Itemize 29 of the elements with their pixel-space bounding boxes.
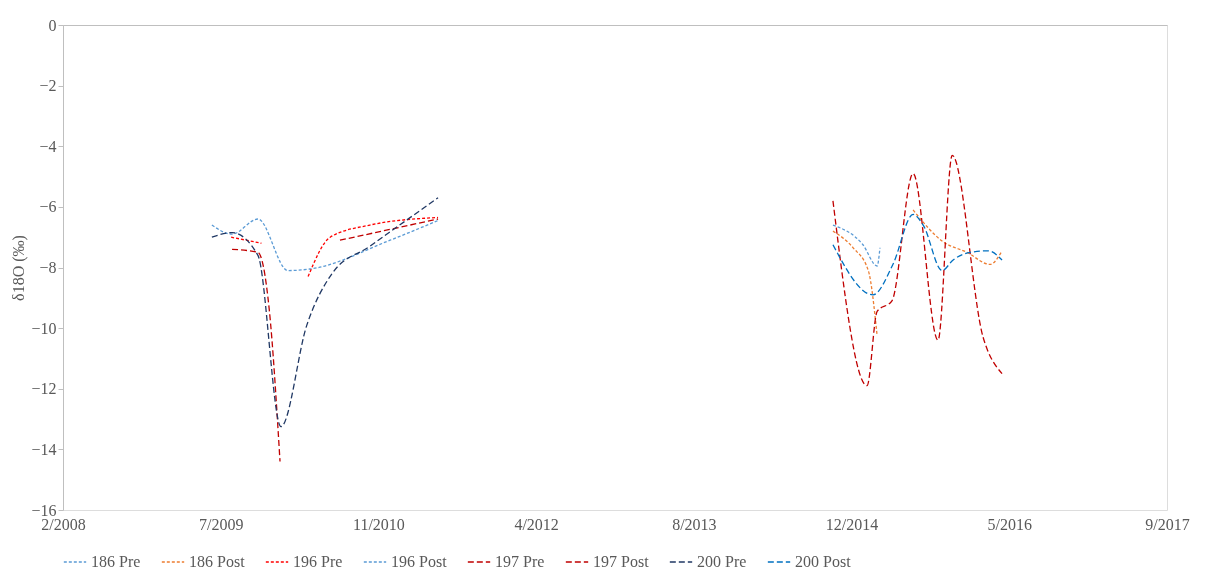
x-tick-label: 11/2010 [353,515,405,533]
x-tick-label: 5/2016 [987,515,1033,533]
y-tick-label: −14 [31,440,57,458]
y-axis-title: δ18O (‰) [10,235,29,301]
line-series [211,218,439,272]
legend-label: 196 Post [391,553,448,570]
y-tick-label: −6 [39,198,57,216]
x-tick-label: 7/2009 [198,515,244,533]
line-series [832,213,1003,296]
y-tick-label: −2 [39,77,57,95]
line-series [832,154,1003,387]
y-tick-label: −4 [39,137,57,155]
y-tick-label: −10 [31,319,57,337]
x-tick-label: 8/2013 [672,515,717,533]
legend-label: 186 Post [189,553,246,570]
legend-label: 186 Pre [91,553,141,570]
legend-label: 197 Pre [495,553,545,570]
y-tick-label: −12 [31,380,57,398]
line-series [832,224,881,267]
x-tick-label: 12/2014 [825,515,879,533]
x-tick-label: 9/2017 [1145,515,1190,533]
legend-label: 197 Post [593,553,650,570]
y-tick-label: 0 [48,16,57,34]
x-tick-label: 4/2012 [514,515,559,533]
y-tick-label: −8 [39,259,57,276]
line-series [211,197,439,428]
legend-label: 196 Pre [293,553,343,570]
legend-label: 200 Pre [697,553,747,570]
legend-label: 200 Post [795,553,852,570]
